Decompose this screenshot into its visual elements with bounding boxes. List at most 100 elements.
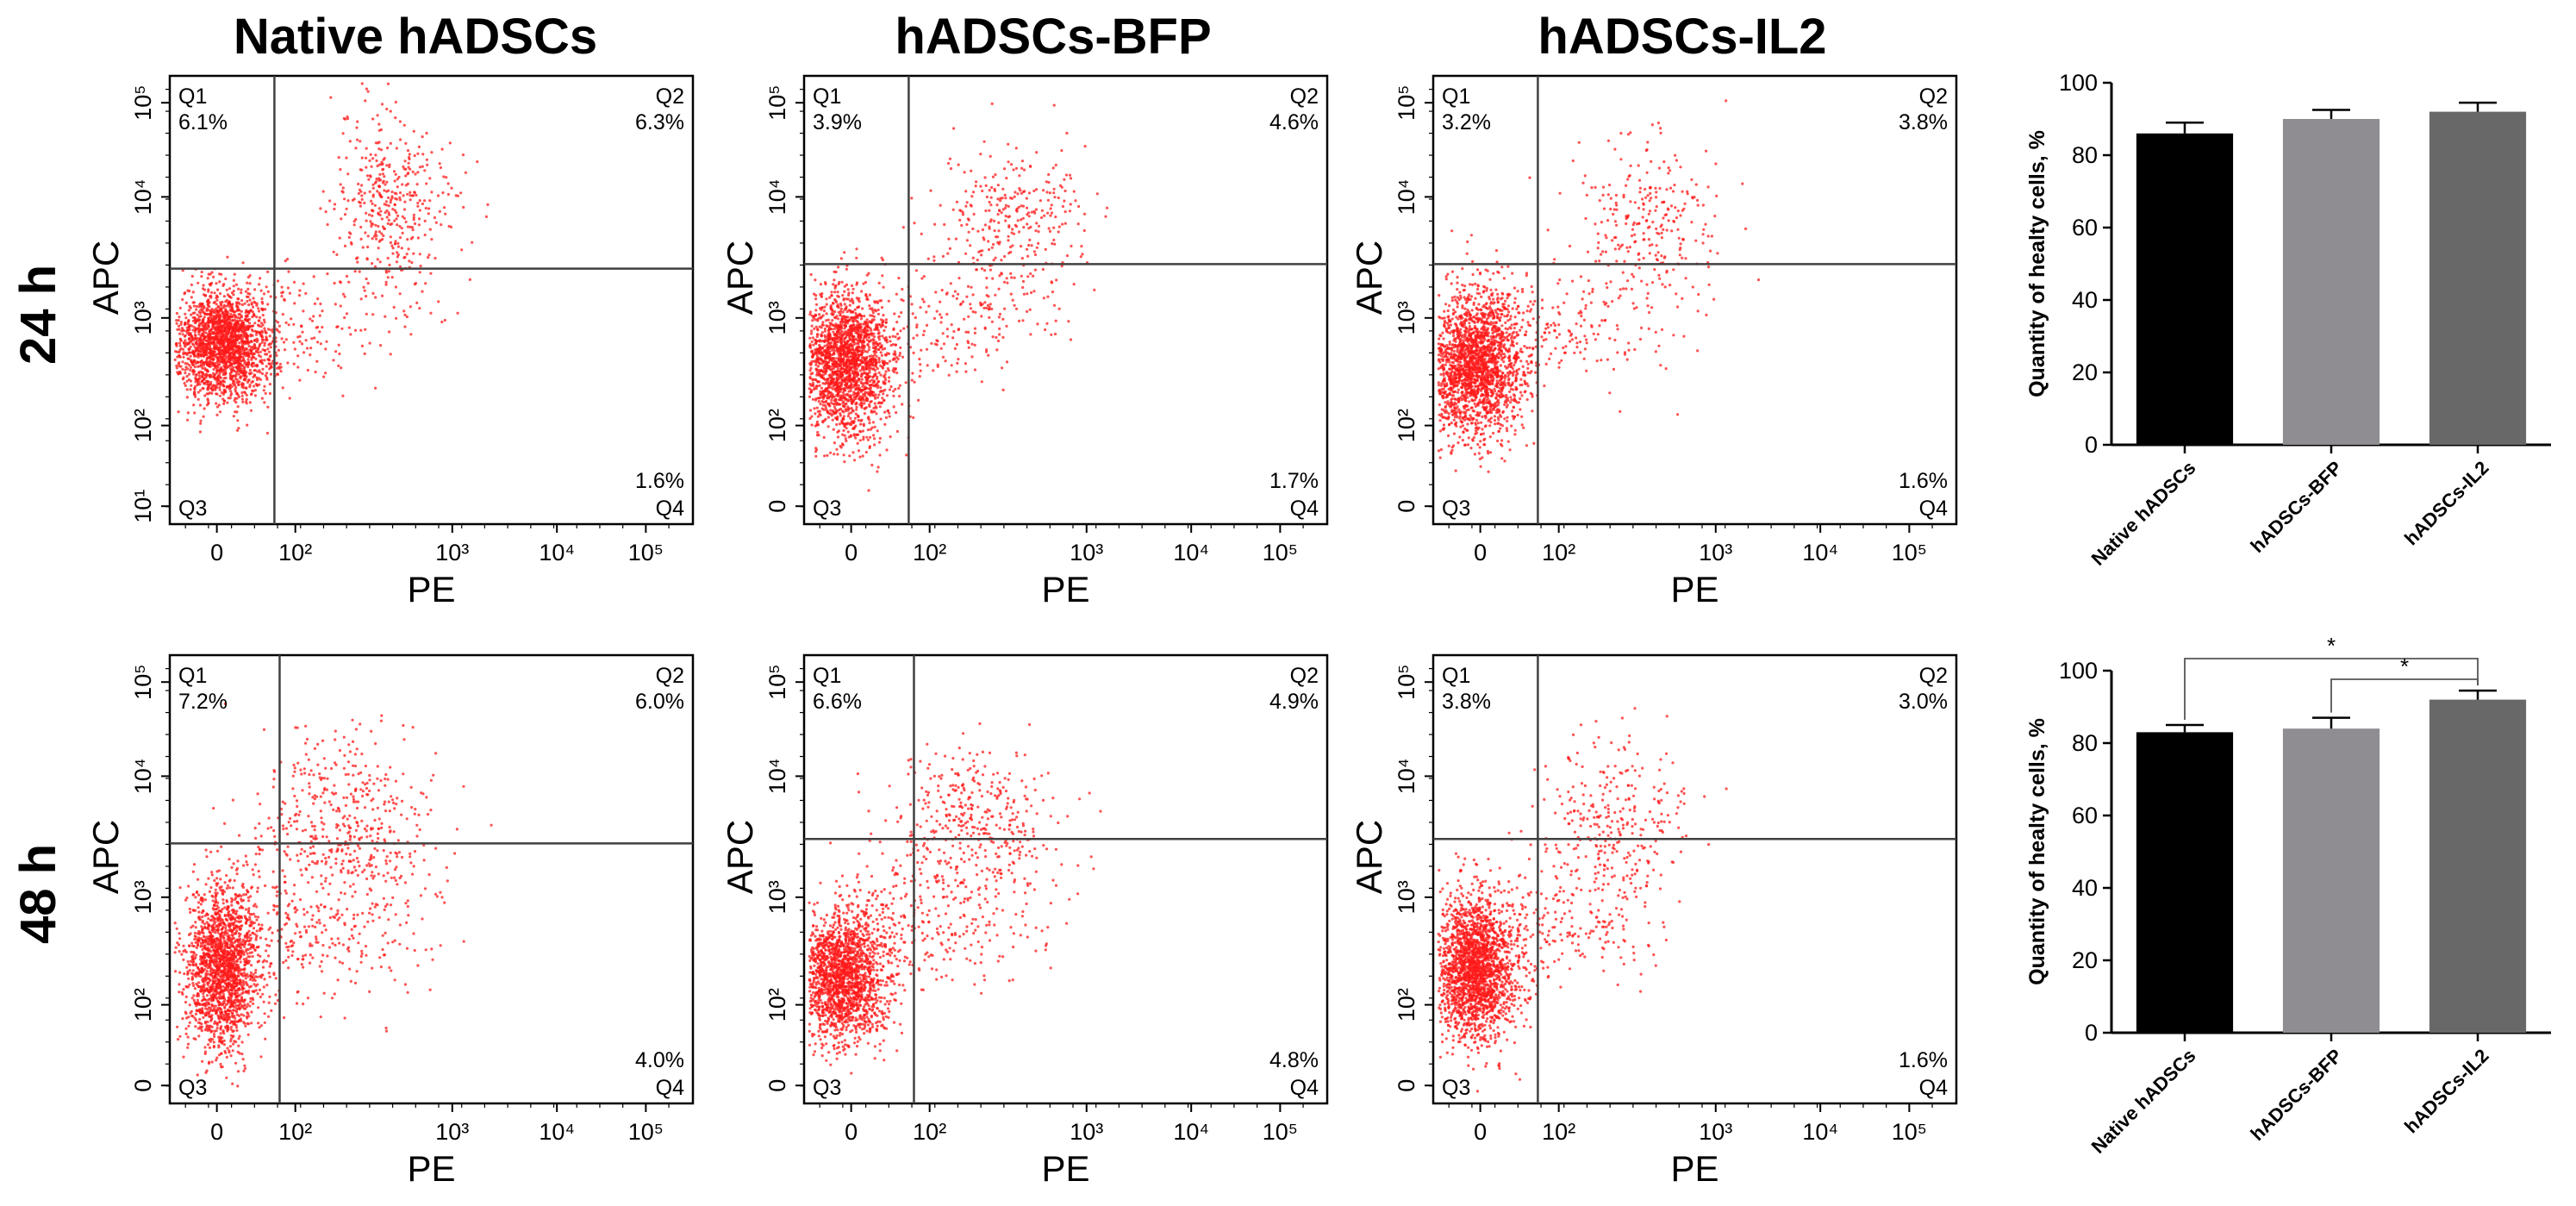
category-label: Native hADSCs: [2087, 1045, 2200, 1158]
quadrant-label-q3: Q3: [813, 497, 841, 521]
y-tick-label: 10⁴: [1394, 759, 1419, 795]
x-tick-label: 10⁴: [1173, 540, 1209, 566]
x-tick-label: 10⁴: [1802, 540, 1838, 566]
x-axis-label: PE: [1670, 569, 1718, 609]
x-tick-label: 10³: [435, 1119, 469, 1145]
quadrant-label-q2: Q2: [656, 664, 684, 688]
quadrant-value-q1: 3.9%: [813, 110, 862, 134]
y-tick-label: 10³: [130, 880, 156, 914]
y-axis-label: APC: [85, 820, 126, 894]
flow-plot-48h-native-hADSCs: Q17.2% Q26.0% Q3 4.0% Q4 0 10² 10³ 10⁴ 10⁵ 0 10² 10³…: [85, 653, 695, 1189]
scatter-points: [173, 702, 493, 1088]
x-tick-label: 10⁴: [539, 1119, 575, 1145]
quadrant-label-q3: Q3: [1442, 497, 1470, 521]
category-label: hADSCs-BFP: [2246, 1045, 2346, 1145]
x-tick-label: 10³: [435, 540, 469, 566]
quadrant-value-q1: 6.1%: [178, 110, 228, 134]
significance-bracket: [2330, 678, 2479, 713]
quadrant-value-q2: 3.0%: [1899, 690, 1948, 714]
quadrant-value-q1: 3.2%: [1442, 110, 1491, 134]
quadrant-label-q4: Q4: [656, 497, 684, 521]
bar-0: [2136, 133, 2234, 446]
quadrant-label-q2: Q2: [656, 84, 684, 109]
category-label: hADSCs-BFP: [2246, 457, 2346, 557]
x-tick-label: 10²: [278, 1119, 312, 1145]
plot-frame: [1431, 653, 1958, 1105]
plot-frame: [168, 74, 695, 526]
flow-plot-48h-hADSCs-BFP: Q16.6% Q24.9% Q3 4.8% Q4 0 10² 10³ 10⁴ 10⁵ 0 10² 10³…: [720, 653, 1329, 1189]
quadrant-label-q2: Q2: [1919, 664, 1948, 688]
plot-frame: [802, 653, 1329, 1105]
quadrant-label-q1: Q1: [813, 84, 841, 109]
quadrant-value-q4: 1.6%: [635, 469, 684, 493]
y-tick-label: 10³: [764, 301, 790, 334]
x-tick-label: 10⁵: [1263, 1119, 1298, 1145]
scatter-points: [1437, 99, 1761, 473]
y-tick-label: 40: [2072, 875, 2098, 901]
quadrant-label-q1: Q1: [1442, 664, 1470, 688]
quadrant-value-q2: 4.6%: [1269, 110, 1319, 134]
y-tick-label: 10³: [1394, 880, 1419, 914]
y-tick-label: 10⁵: [764, 665, 790, 700]
y-tick-label: 10¹: [130, 490, 156, 523]
y-tick-label: 0: [1394, 500, 1419, 513]
y-tick-label: 10²: [130, 988, 156, 1022]
y-tick-label: 0: [764, 1079, 790, 1092]
y-tick-label: 0: [2085, 432, 2098, 458]
category-label: Native hADSCs: [2087, 457, 2200, 570]
scatter-points: [1437, 707, 1728, 1093]
x-tick-label: 10³: [1070, 540, 1103, 566]
y-tick-label: 10⁴: [764, 759, 790, 795]
bar-2: [2429, 111, 2527, 445]
column-title-il2: hADSCs-IL2: [1537, 9, 1827, 65]
quadrant-value-q2: 4.9%: [1269, 690, 1319, 714]
plot-frame: [1431, 74, 1958, 526]
y-tick-label: 0: [130, 1079, 156, 1092]
y-tick-label: 10⁵: [764, 85, 790, 121]
bar-0: [2136, 732, 2234, 1033]
x-axis-label: PE: [1670, 1148, 1718, 1189]
quadrant-label-q2: Q2: [1290, 664, 1319, 688]
quadrant-label-q1: Q1: [1442, 84, 1470, 109]
y-tick-label: 10⁴: [130, 759, 156, 795]
x-tick-label: 0: [210, 540, 223, 566]
y-tick-label: 10⁴: [764, 179, 790, 216]
x-tick-label: 10²: [1542, 1119, 1575, 1145]
y-axis-label: Quantity of healty cells, %: [2025, 130, 2049, 397]
y-tick-label: 0: [1394, 1079, 1419, 1092]
y-tick-label: 40: [2072, 287, 2098, 313]
bar-1: [2282, 728, 2380, 1033]
y-tick-label: 80: [2072, 142, 2098, 168]
significance-bracket: [2184, 658, 2479, 720]
x-tick-label: 10²: [1542, 540, 1575, 566]
x-axis-label: PE: [1041, 1148, 1089, 1189]
y-tick-label: 10⁵: [1394, 85, 1419, 121]
x-tick-label: 10³: [1699, 540, 1732, 566]
quadrant-value-q4: 4.8%: [1269, 1048, 1319, 1072]
quadrant-label-q3: Q3: [813, 1076, 841, 1100]
x-tick-label: 0: [845, 540, 858, 566]
y-tick-label: 10²: [764, 409, 790, 442]
column-title-native: Native hADSCs: [233, 9, 598, 65]
flow-plot-24h-hADSCs-BFP: Q13.9% Q24.6% Q3 1.7% Q4 0 10² 10³ 10⁴ 10⁵ 0 10² 10³…: [720, 74, 1329, 609]
x-axis-label: PE: [1041, 569, 1089, 609]
quadrant-label-q4: Q4: [1919, 497, 1948, 521]
bar-chart-48h-summary: 0 20 40 60 80 100 Quantity of healty cells, % N…: [2025, 633, 2551, 1158]
x-tick-label: 10⁵: [628, 540, 664, 566]
y-tick-label: 0: [764, 500, 790, 513]
quadrant-label-q4: Q4: [1919, 1076, 1948, 1100]
quadrant-value-q4: 1.6%: [1899, 1048, 1948, 1072]
y-tick-label: 60: [2072, 803, 2098, 828]
x-tick-label: 0: [1474, 1119, 1487, 1145]
quadrant-label-q1: Q1: [813, 664, 841, 688]
x-tick-label: 10⁵: [628, 1119, 664, 1145]
y-tick-label: 80: [2072, 730, 2098, 756]
quadrant-value-q2: 6.0%: [635, 690, 684, 714]
quadrant-value-q4: 1.7%: [1269, 469, 1319, 493]
y-axis-label: APC: [85, 241, 126, 315]
x-tick-label: 0: [845, 1119, 858, 1145]
bar-2: [2429, 699, 2527, 1033]
quadrant-value-q2: 6.3%: [635, 110, 684, 134]
x-tick-label: 10³: [1699, 1119, 1732, 1145]
